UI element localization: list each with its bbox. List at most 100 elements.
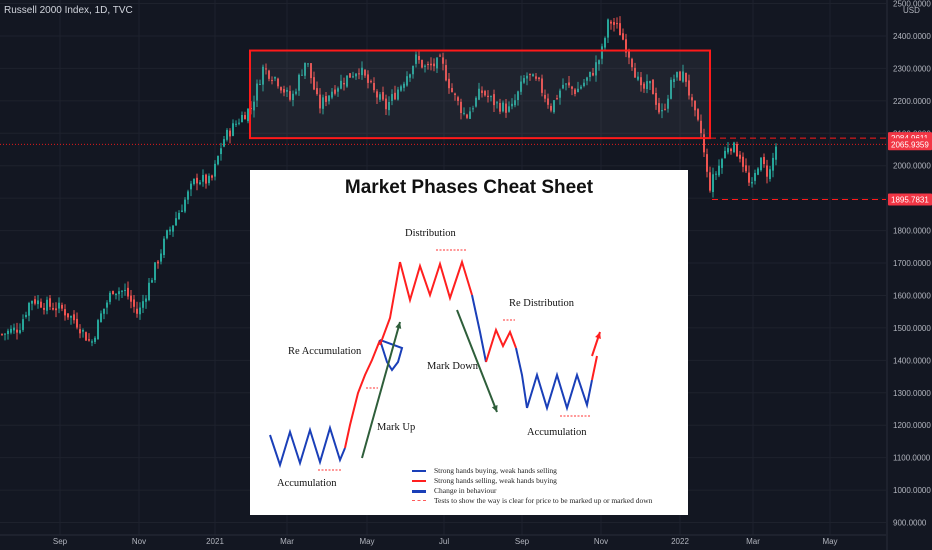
candle-up <box>346 75 348 87</box>
candle-up <box>31 300 33 304</box>
candle-down <box>457 97 459 101</box>
candle-up <box>181 210 183 212</box>
candle-up <box>577 88 579 93</box>
legend-swatch-blue <box>412 470 426 472</box>
price-tick-label: 1600.0000 <box>893 291 931 300</box>
price-tick-label: 1200.0000 <box>893 421 931 430</box>
candle-down <box>364 69 366 76</box>
candle-down <box>430 63 432 66</box>
candle-down <box>34 299 36 304</box>
price-tick-label: 900.0000 <box>893 519 927 528</box>
candle-down <box>421 60 423 68</box>
time-tick-label: Sep <box>53 537 68 546</box>
candle-down <box>493 94 495 106</box>
candle-up <box>91 341 93 343</box>
candle-up <box>772 157 774 171</box>
accumulation-zigzag-right <box>526 371 593 412</box>
candle-up <box>355 73 357 77</box>
price-tick-label: 1000.0000 <box>893 486 931 495</box>
candle-down <box>382 92 384 100</box>
candle-up <box>97 320 99 340</box>
time-tick-label: Nov <box>594 537 608 546</box>
candle-down <box>1 334 3 336</box>
cheat-sheet-diagram <box>269 249 601 471</box>
accumulation-zigzag-left <box>269 424 346 469</box>
candle-up <box>10 328 12 333</box>
candle-down <box>451 88 453 92</box>
candle-down <box>541 78 543 93</box>
candle-up <box>508 106 510 112</box>
candle-up <box>718 165 720 176</box>
candle-down <box>112 291 114 295</box>
candle-down <box>538 77 540 80</box>
markup-line-red-right <box>591 355 598 381</box>
time-tick-label: Sep <box>515 537 530 546</box>
candle-up <box>517 91 519 101</box>
candle-up <box>232 123 234 136</box>
price-tick-label: 1400.0000 <box>893 356 931 365</box>
candle-down <box>622 33 624 40</box>
label-mark-down: Mark Down <box>427 361 479 372</box>
candle-down <box>634 67 636 78</box>
time-tick-label: 2021 <box>206 537 224 546</box>
candle-down <box>766 165 768 177</box>
markup-arrow <box>361 321 401 459</box>
price-tick-label: 1300.0000 <box>893 389 931 398</box>
candle-up <box>769 169 771 179</box>
candle-up <box>721 159 723 168</box>
candle-down <box>376 91 378 98</box>
candle-down <box>268 70 270 79</box>
candle-up <box>673 78 675 83</box>
candle-down <box>448 78 450 89</box>
candle-down <box>61 304 63 309</box>
candle-down <box>529 73 531 75</box>
candle-up <box>190 183 192 190</box>
candle-up <box>409 74 411 78</box>
candle-up <box>199 182 201 185</box>
candle-up <box>202 175 204 182</box>
candle-up <box>208 175 210 184</box>
candle-down <box>133 299 135 307</box>
candle-up <box>13 327 15 331</box>
candle-up <box>295 91 297 94</box>
candle-up <box>118 291 120 295</box>
candle-down <box>706 154 708 172</box>
candle-up <box>220 148 222 155</box>
candle-up <box>475 97 477 107</box>
candle-up <box>565 83 567 85</box>
candle-up <box>601 46 603 59</box>
candle-down <box>748 172 750 183</box>
candle-down <box>736 143 738 157</box>
candle-down <box>52 308 54 310</box>
candle-up <box>490 96 492 98</box>
candle-up <box>151 280 153 283</box>
candle-down <box>739 154 741 159</box>
candle-up <box>103 308 105 314</box>
candle-up <box>352 76 354 78</box>
candle-up <box>4 333 6 335</box>
label-re-distribution: Re Distribution <box>509 298 575 309</box>
candle-up <box>184 199 186 212</box>
candle-down <box>73 314 75 321</box>
candle-up <box>436 57 438 69</box>
price-tick-label: 1100.0000 <box>893 454 931 463</box>
candle-up <box>25 314 27 317</box>
candle-up <box>142 301 144 308</box>
candle-up <box>646 81 648 90</box>
candle-down <box>367 74 369 83</box>
reaccumulation-line-blue <box>379 339 404 372</box>
candle-up <box>388 102 390 111</box>
candle-up <box>178 212 180 220</box>
candle-down <box>55 308 57 311</box>
price-tick-label: 1800.0000 <box>893 227 931 236</box>
candle-up <box>298 74 300 91</box>
candle-up <box>478 88 480 100</box>
candle-up <box>124 289 126 291</box>
candle-up <box>235 123 237 125</box>
candle-down <box>697 109 699 120</box>
candle-down <box>283 89 285 93</box>
candle-down <box>334 89 336 94</box>
candle-up <box>94 337 96 342</box>
candle-down <box>433 63 435 67</box>
